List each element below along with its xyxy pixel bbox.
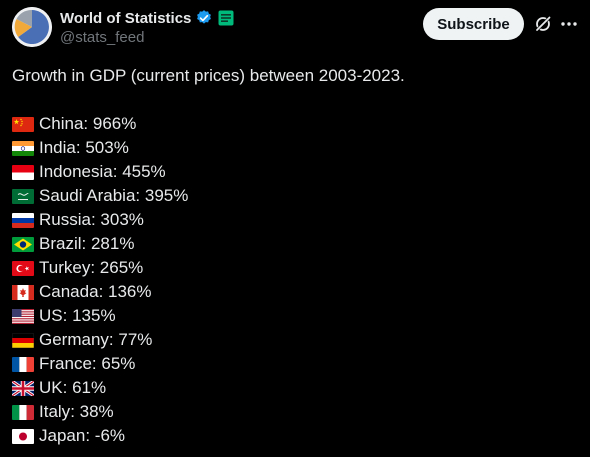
- subscribe-button[interactable]: Subscribe: [423, 8, 524, 40]
- list-item: France: 65%: [12, 352, 578, 376]
- grok-icon[interactable]: [533, 14, 553, 34]
- list-item: Japan: -6%: [12, 424, 578, 448]
- author-line: World of Statistics: [60, 8, 234, 28]
- brazil-flag-icon: [12, 236, 34, 252]
- russia-flag-icon: [12, 212, 34, 228]
- growth-value: 265%: [99, 258, 144, 277]
- china-flag-icon: [12, 116, 34, 132]
- country-label: US: [39, 306, 63, 325]
- list-item: China: 966%: [12, 112, 578, 136]
- country-label: Russia: [39, 210, 91, 229]
- post-intro: Growth in GDP (current prices) between 2…: [12, 66, 405, 85]
- list-item: Indonesia: 455%: [12, 160, 578, 184]
- list-item: US: 135%: [12, 304, 578, 328]
- country-label: Canada: [39, 282, 99, 301]
- growth-value: -6%: [94, 426, 126, 445]
- affiliate-badge-icon[interactable]: [218, 10, 234, 26]
- list-item: Turkey: 265%: [12, 256, 578, 280]
- list-item: UK: 61%: [12, 376, 578, 400]
- pie-chart-logo-icon: [12, 7, 52, 47]
- user-handle[interactable]: @stats_feed: [60, 29, 145, 46]
- growth-value: 61%: [72, 378, 107, 397]
- list-item: Russia: 303%: [12, 208, 578, 232]
- post-text: Growth in GDP (current prices) between 2…: [12, 64, 578, 448]
- saudi-arabia-flag-icon: [12, 188, 34, 204]
- country-label: China: [39, 114, 84, 133]
- turkey-flag-icon: [12, 260, 34, 276]
- growth-value: 136%: [108, 282, 152, 301]
- growth-value: 281%: [90, 234, 135, 253]
- growth-value: 77%: [118, 330, 153, 349]
- country-label: Japan: [39, 426, 86, 445]
- growth-value: 38%: [79, 402, 114, 421]
- list-item: India: 503%: [12, 136, 578, 160]
- country-label: Germany: [39, 330, 109, 349]
- country-label: India: [39, 138, 76, 157]
- country-label: Saudi Arabia: [39, 186, 136, 205]
- germany-flag-icon: [12, 332, 34, 348]
- list-item: Germany: 77%: [12, 328, 578, 352]
- country-label: Indonesia: [39, 162, 113, 181]
- country-label: Brazil: [39, 234, 82, 253]
- us-flag-icon: [12, 308, 34, 324]
- italy-flag-icon: [12, 404, 34, 420]
- france-flag-icon: [12, 356, 34, 372]
- indonesia-flag-icon: [12, 164, 34, 180]
- country-label: UK: [39, 378, 63, 397]
- more-options-icon[interactable]: [559, 14, 579, 34]
- country-label: Italy: [39, 402, 71, 421]
- avatar[interactable]: [12, 7, 52, 47]
- india-flag-icon: [12, 140, 34, 156]
- uk-flag-icon: [12, 380, 34, 396]
- growth-value: 135%: [72, 306, 116, 325]
- display-name[interactable]: World of Statistics: [60, 9, 192, 27]
- country-label: Turkey: [39, 258, 91, 277]
- verified-badge-icon[interactable]: [195, 9, 213, 27]
- growth-value: 303%: [100, 210, 144, 229]
- growth-value: 966%: [92, 114, 137, 133]
- growth-value: 65%: [101, 354, 136, 373]
- list-item: Italy: 38%: [12, 400, 578, 424]
- growth-value: 455%: [122, 162, 166, 181]
- growth-value: 503%: [85, 138, 129, 157]
- list-item: Brazil: 281%: [12, 232, 578, 256]
- canada-flag-icon: [12, 284, 34, 300]
- list-item: Canada: 136%: [12, 280, 578, 304]
- list-item: Saudi Arabia: 395%: [12, 184, 578, 208]
- growth-value: 395%: [144, 186, 189, 205]
- japan-flag-icon: [12, 428, 34, 444]
- country-label: France: [39, 354, 92, 373]
